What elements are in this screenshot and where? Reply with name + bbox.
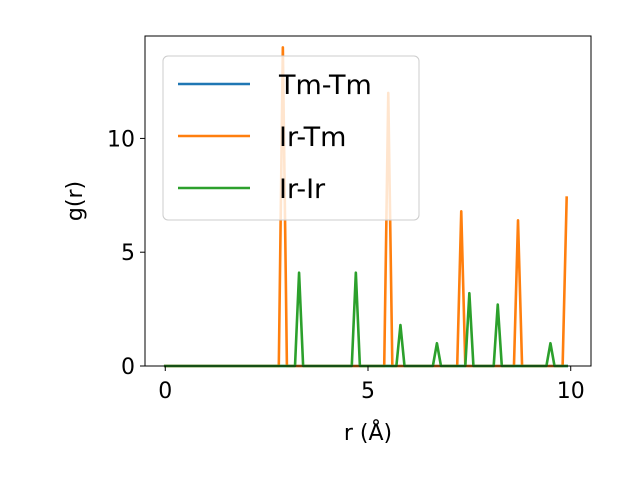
x-tick-label: 5	[361, 379, 375, 404]
y-tick-label: 5	[121, 241, 135, 266]
legend-label: Ir-Tm	[279, 122, 346, 153]
x-axis-ticks: 0 5 10	[158, 366, 585, 404]
x-axis-label: r (Å)	[344, 419, 392, 446]
y-axis-label: g(r)	[63, 181, 88, 221]
legend-box	[162, 55, 420, 221]
legend-label: Tm-Tm	[278, 70, 372, 101]
x-tick-label: 10	[557, 379, 585, 404]
legend-label: Ir-Ir	[279, 174, 326, 205]
legend: Tm-Tm Ir-Tm Ir-Ir	[162, 55, 420, 221]
y-tick-label: 0	[121, 355, 135, 380]
x-tick-label: 0	[158, 379, 172, 404]
y-axis-ticks: 0 5 10	[107, 127, 145, 380]
y-tick-label: 10	[107, 127, 135, 152]
